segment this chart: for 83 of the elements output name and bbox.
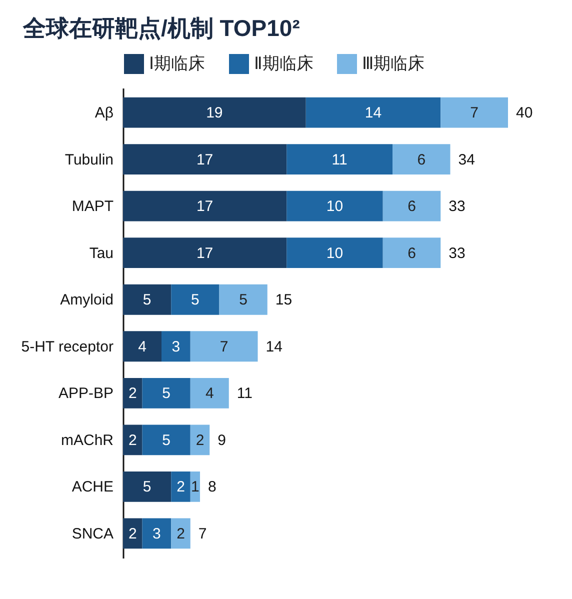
total-label: 15 — [275, 292, 292, 309]
bar — [123, 331, 162, 362]
chart-title: 全球在研靶点/机制 TOP10² — [22, 15, 300, 41]
bar — [190, 331, 258, 362]
total-label: 33 — [448, 244, 466, 262]
y-tick-label: mAChR — [60, 432, 114, 449]
total-label: 11 — [236, 385, 252, 402]
total-label: 7 — [198, 525, 207, 542]
bar — [219, 284, 268, 315]
data-label: 2 — [196, 432, 204, 449]
data-label: 5 — [142, 478, 152, 496]
data-label: 6 — [417, 151, 426, 168]
y-tick-label: ACHE — [72, 478, 114, 496]
data-label: 2 — [128, 432, 137, 449]
bar — [171, 284, 220, 315]
data-label: 5 — [239, 292, 248, 309]
data-label: 7 — [470, 104, 478, 122]
bar — [306, 97, 441, 128]
data-label: 6 — [408, 198, 416, 216]
bar — [392, 144, 450, 175]
bar — [123, 144, 287, 175]
data-label: 2 — [128, 385, 137, 402]
data-label: 7 — [220, 338, 228, 356]
data-label: 17 — [196, 198, 214, 216]
bar — [190, 378, 229, 408]
legend-label: Ⅲ期临床 — [362, 54, 425, 73]
bar — [286, 190, 383, 222]
bar — [190, 424, 210, 456]
data-label: 3 — [152, 525, 161, 542]
bar — [123, 378, 142, 408]
data-label: 5 — [162, 385, 170, 402]
bar — [142, 518, 172, 549]
y-tick-label: Aβ — [94, 104, 114, 122]
total-label: 8 — [208, 478, 216, 496]
data-label: 2 — [176, 478, 185, 496]
bar — [440, 97, 508, 128]
data-label: 1 — [191, 478, 200, 496]
data-label: 10 — [326, 198, 344, 216]
y-tick-label: MAPT — [72, 198, 114, 216]
data-label: 10 — [326, 244, 344, 262]
bar — [123, 190, 287, 222]
data-label: 2 — [128, 525, 137, 542]
data-label: 19 — [206, 104, 223, 122]
data-label: 3 — [172, 338, 180, 356]
bar — [162, 331, 190, 362]
bar — [123, 471, 172, 502]
y-tick-label: Amyloid — [60, 292, 114, 309]
data-label: 5 — [191, 292, 200, 309]
data-label: 4 — [138, 338, 146, 356]
bar — [286, 144, 392, 175]
data-label: 2 — [176, 525, 185, 542]
bar — [123, 284, 172, 315]
legend-label: Ⅱ期临床 — [254, 54, 314, 73]
total-label: 9 — [218, 432, 226, 449]
bar — [123, 238, 287, 268]
bar — [142, 424, 190, 456]
bar — [286, 238, 383, 268]
bar — [382, 238, 441, 268]
total-label: 40 — [516, 104, 533, 122]
data-label: 5 — [142, 292, 152, 309]
legend-label: Ⅰ期临床 — [149, 54, 206, 73]
bar — [382, 190, 441, 222]
data-label: 14 — [364, 104, 382, 122]
bar — [123, 97, 306, 128]
data-label: 17 — [196, 151, 214, 168]
data-label: 17 — [196, 244, 214, 262]
y-tick-label: Tubulin — [64, 151, 114, 168]
y-tick-label: APP-BP — [58, 385, 114, 402]
y-tick-label: Tau — [89, 244, 114, 262]
bar — [171, 471, 190, 502]
bar — [123, 424, 142, 456]
data-label: 4 — [205, 385, 214, 402]
data-label: 5 — [162, 432, 170, 449]
bar — [123, 518, 142, 549]
total-label: 34 — [458, 151, 475, 168]
bar — [142, 378, 190, 408]
bar — [171, 518, 190, 549]
y-tick-label: 5-HT receptor — [21, 338, 114, 356]
data-label: 6 — [408, 244, 416, 262]
y-tick-label: SNCA — [72, 525, 114, 542]
total-label: 14 — [266, 338, 282, 356]
data-label: 11 — [332, 151, 348, 168]
total-label: 33 — [448, 198, 466, 216]
